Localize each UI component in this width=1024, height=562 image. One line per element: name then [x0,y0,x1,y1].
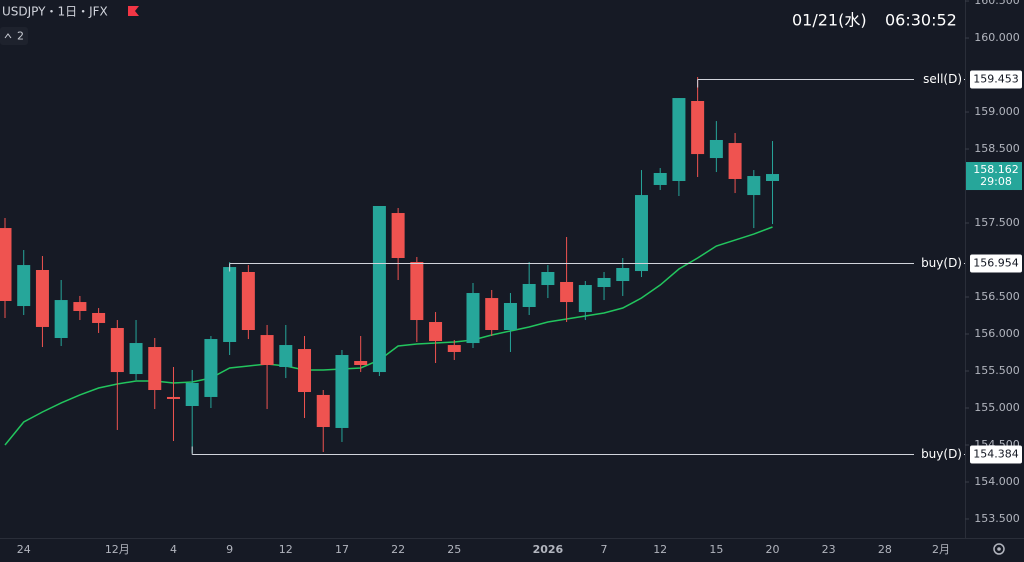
candle-body [522,283,536,307]
x-tick-label: 12 [653,543,667,556]
candle-body [92,312,106,323]
order-label: sell(D) [923,72,962,86]
candle-body [54,300,68,338]
y-tick-label: 158.500 [974,142,1020,155]
x-tick-label: 2月 [932,543,950,556]
order-label: buy(D) [921,256,962,270]
x-tick-label: 20 [766,543,780,556]
candle-body [447,345,461,352]
candle-body [204,339,218,397]
current-price: 158.162 [973,163,1019,176]
chevron-icon [4,33,12,39]
candle-body [241,271,255,331]
candle-body [766,174,780,181]
candle-body [709,139,723,159]
candle-body [0,228,12,302]
price-label-bg [970,445,1022,464]
candle-body [166,396,180,399]
candle-body [260,335,274,366]
countdown: 29:08 [980,175,1012,188]
candle-body [485,298,499,331]
candle-body [372,205,386,373]
x-tick-label: 9 [226,543,233,556]
candle-body [616,268,630,282]
candle-body [410,262,424,321]
y-tick-label: 160.000 [974,31,1020,44]
candle-body [541,271,555,286]
candle-body [466,293,480,344]
candle-body [653,172,667,185]
price-label: 159.453 [973,73,1019,86]
y-tick-label: 156.500 [974,290,1020,303]
y-tick-label: 154.000 [974,475,1020,488]
candle-body [17,265,31,307]
candle-body [747,176,761,196]
indicator-toggle[interactable] [0,27,28,45]
x-tick-label: 4 [170,543,177,556]
candle-body [503,302,517,331]
candle-body [391,213,405,259]
candle-body [634,195,648,272]
x-tick-label: 17 [335,543,349,556]
candle-body [560,281,574,303]
y-tick-label: 160.500 [974,0,1020,7]
indicator-count: 2 [17,30,24,43]
clock-date: 01/21(水) [792,11,867,30]
candle-body [223,267,237,342]
y-tick-label: 155.500 [974,364,1020,377]
price-label-bg [970,254,1022,273]
candle-body [354,361,368,366]
x-tick-label: 2026 [533,543,564,556]
order-label: buy(D) [921,447,962,461]
candle-body [316,394,330,428]
symbol-title[interactable]: USDJPY・1日・JFX [2,5,108,19]
price-label: 154.384 [973,448,1019,461]
candle-body [728,143,742,179]
candle-body [672,98,686,181]
candle-body [429,322,443,342]
candle-body [298,349,312,393]
settings-icon[interactable] [993,543,1005,555]
x-tick-label: 12月 [105,543,130,556]
plot-area [0,77,780,453]
candle-body [35,269,49,327]
x-tick-label: 25 [447,543,461,556]
x-tick-label: 15 [709,543,723,556]
candle-body [148,347,162,391]
order-label-bg [914,70,964,89]
x-tick-label: 28 [878,543,892,556]
candle-body [335,355,349,428]
candle-body [597,277,611,288]
candle-body [110,328,124,373]
flag-icon[interactable] [128,6,139,16]
y-tick-label: 156.000 [974,327,1020,340]
candle-body [73,302,87,311]
price-label: 156.954 [973,257,1019,270]
moving-average-line [4,226,773,446]
order-label-bg [914,254,964,273]
y-tick-label: 157.500 [974,216,1020,229]
settings-icon-center [997,547,1001,551]
y-tick-label: 159.000 [974,105,1020,118]
candle-body [578,285,592,313]
candle-body [185,382,199,406]
y-tick-label: 153.500 [974,512,1020,525]
order-label-bg [914,445,964,464]
candle-body [691,100,705,155]
x-tick-label: 22 [391,543,405,556]
x-tick-label: 24 [17,543,31,556]
x-tick-label: 23 [822,543,836,556]
current-price-bg [966,162,1022,191]
clock-time: 06:30:52 [885,11,957,30]
candle-body [279,345,293,368]
y-tick-label: 155.000 [974,401,1020,414]
price-label-bg [970,70,1022,89]
x-tick-label: 7 [601,543,608,556]
x-tick-label: 12 [279,543,293,556]
candle-body [129,343,143,375]
